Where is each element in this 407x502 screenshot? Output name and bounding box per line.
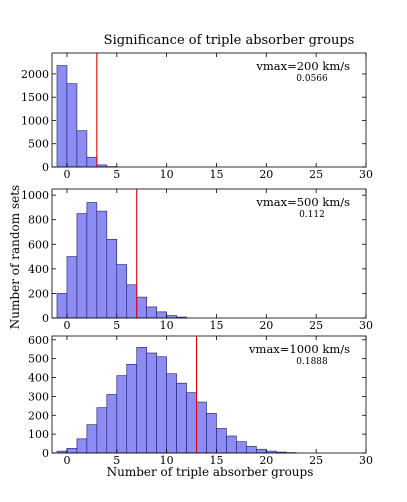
x-tick-label: 5: [113, 168, 120, 181]
significance-value: 0.1888: [296, 357, 328, 367]
y-tick-label: 2000: [21, 68, 49, 81]
y-tick-label: 800: [28, 214, 49, 227]
x-tick-label: 0: [63, 454, 70, 467]
vmax-annotation: vmax=200 km/s: [255, 59, 350, 73]
vmax-annotation: vmax=500 km/s: [255, 195, 350, 209]
histogram-bar: [146, 352, 157, 454]
histogram-bar: [156, 356, 167, 454]
axes-frame: [51, 335, 367, 454]
histogram-bar: [76, 130, 88, 168]
x-tick-label: 10: [160, 454, 174, 467]
histogram-bar: [176, 382, 187, 454]
panel-3: 0 5 10 15 20 25 300100200300400500600vmax=1000…: [28, 334, 373, 467]
histogram-bar: [116, 375, 128, 454]
figure-title: Significance of triple absorber groups: [104, 33, 355, 48]
histogram-bar: [156, 311, 167, 319]
x-tick-label: 5: [113, 319, 120, 332]
y-tick-label: 400: [28, 372, 49, 385]
histogram-bar: [126, 364, 138, 454]
histogram-bar: [186, 392, 197, 454]
histogram-bar: [66, 447, 78, 454]
y-tick-label: 600: [28, 238, 49, 251]
histogram-bar: [66, 83, 78, 168]
x-tick-label: 20: [259, 454, 273, 467]
histogram-bar: [56, 65, 68, 168]
x-tick-label: 30: [359, 319, 373, 332]
y-tick-label: 0: [42, 312, 49, 325]
y-tick-label: 500: [28, 353, 49, 366]
y-tick-label: 0: [42, 161, 49, 174]
histogram-bar: [86, 202, 98, 319]
x-axis-label: Number of triple absorber groups: [107, 465, 314, 479]
axes-frame: [51, 52, 367, 168]
histogram-bar: [96, 210, 108, 319]
histogram-bar: [66, 256, 78, 319]
histogram-bar: [96, 407, 108, 454]
y-tick-label: 300: [28, 390, 49, 403]
histogram-bar: [166, 373, 177, 454]
y-tick-label: 200: [28, 287, 49, 300]
x-tick-label: 10: [160, 168, 174, 181]
x-tick-label: 15: [209, 168, 223, 181]
x-tick-label: 30: [359, 168, 373, 181]
x-tick-label: 15: [209, 454, 223, 467]
y-tick-label: 1500: [21, 91, 49, 104]
x-tick-label: 20: [259, 168, 273, 181]
y-tick-label: 400: [28, 263, 49, 276]
x-tick-label: 0: [63, 319, 70, 332]
y-tick-label: 600: [28, 334, 49, 347]
significance-value: 0.112: [299, 210, 325, 220]
x-tick-label: 20: [259, 319, 273, 332]
histogram-bar: [116, 264, 128, 319]
significance-value: 0.0566: [296, 74, 328, 84]
panel-1: 0 5 10 15 20 25 30 0 500 1000 1500 2000 vmax=200 km/…: [21, 52, 373, 181]
y-tick-label: 1000: [21, 114, 49, 127]
y-tick-label: 200: [28, 409, 49, 422]
histogram-bar: [136, 347, 147, 454]
vmax-annotation: vmax=1000 km/s: [248, 342, 350, 356]
histogram-bar: [106, 394, 118, 454]
histogram-bar: [146, 306, 157, 319]
x-tick-label: 0: [63, 168, 70, 181]
x-tick-label: 5: [113, 454, 120, 467]
y-tick-label: 0: [42, 447, 49, 460]
histogram-bar: [76, 213, 88, 319]
panel-2: 0 5 10 15 20 25 30 0 200 400 600 800 1000 vmax=500 km…: [21, 188, 373, 332]
x-tick-label: 30: [359, 454, 373, 467]
histogram-bar: [126, 284, 138, 319]
x-tick-label: 25: [309, 168, 323, 181]
x-tick-label: 15: [209, 319, 223, 332]
y-tick-label: 1000: [21, 189, 49, 202]
histogram-bar: [106, 239, 118, 319]
histogram-bar: [206, 413, 217, 454]
histogram-bar: [256, 448, 267, 454]
y-axis-label: Number of random sets: [8, 185, 22, 329]
x-tick-label: 25: [309, 454, 323, 467]
y-tick-label: 100: [28, 428, 49, 441]
histogram-bar: [76, 438, 88, 454]
histogram-bar: [226, 435, 237, 454]
x-tick-label: 25: [309, 319, 323, 332]
y-tick-label: 500: [28, 138, 49, 151]
histogram-bar: [196, 401, 207, 454]
histogram-bar: [86, 156, 98, 168]
histogram-bar: [216, 428, 227, 454]
histogram-bar: [86, 424, 98, 454]
histogram-bar: [136, 296, 147, 319]
x-tick-label: 10: [160, 319, 174, 332]
histogram-bar: [246, 446, 257, 454]
axes-frame: [51, 188, 367, 319]
histogram-bar: [236, 441, 247, 454]
histogram-bar: [56, 293, 68, 319]
